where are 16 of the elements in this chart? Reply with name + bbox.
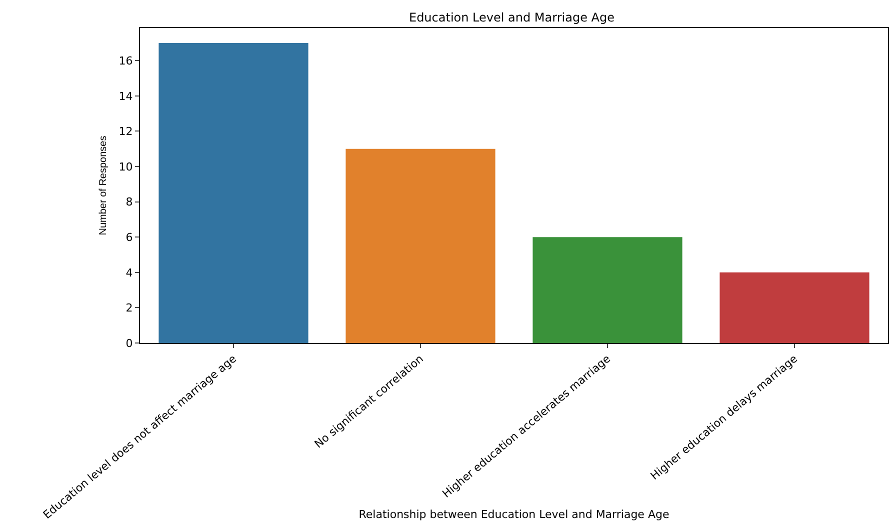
y-tick-label: 14 — [118, 90, 133, 103]
bar — [720, 272, 870, 343]
y-tick-label: 0 — [126, 336, 133, 350]
y-axis-title: Number of Responses — [98, 136, 109, 236]
y-tick-label: 2 — [126, 302, 133, 315]
bar — [346, 148, 496, 343]
x-axis-title: Relationship between Education Level and Marriage Age — [358, 508, 670, 521]
y-tick-label: 10 — [118, 160, 133, 174]
bar — [158, 43, 308, 343]
bar — [532, 237, 682, 343]
y-tick-label: 6 — [126, 230, 133, 244]
y-tick-label: 4 — [126, 266, 133, 280]
y-tick-label: 8 — [126, 196, 133, 209]
chart-title: Education Level and Marriage Age — [408, 10, 615, 24]
y-tick-label: 16 — [118, 54, 133, 68]
y-tick-label: 12 — [118, 125, 133, 138]
